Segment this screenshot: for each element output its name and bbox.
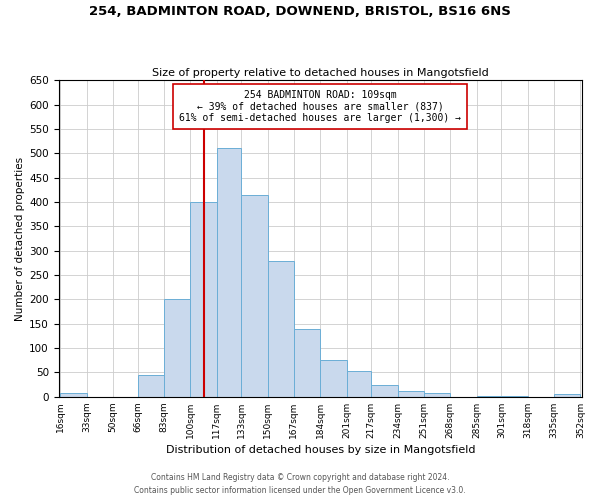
Bar bbox=[294, 328, 320, 397]
Bar bbox=[424, 393, 450, 397]
Bar bbox=[476, 396, 502, 397]
Bar bbox=[217, 148, 241, 397]
Bar bbox=[241, 194, 268, 397]
Bar bbox=[268, 262, 294, 397]
Bar bbox=[137, 375, 164, 397]
Bar bbox=[554, 394, 580, 397]
Bar bbox=[164, 300, 190, 397]
X-axis label: Distribution of detached houses by size in Mangotsfield: Distribution of detached houses by size … bbox=[166, 445, 475, 455]
Bar bbox=[398, 391, 424, 397]
Y-axis label: Number of detached properties: Number of detached properties bbox=[15, 156, 25, 320]
Text: Contains HM Land Registry data © Crown copyright and database right 2024.
Contai: Contains HM Land Registry data © Crown c… bbox=[134, 474, 466, 495]
Title: Size of property relative to detached houses in Mangotsfield: Size of property relative to detached ho… bbox=[152, 68, 488, 78]
Bar bbox=[347, 372, 371, 397]
Bar bbox=[320, 360, 347, 397]
Text: 254 BADMINTON ROAD: 109sqm
← 39% of detached houses are smaller (837)
61% of sem: 254 BADMINTON ROAD: 109sqm ← 39% of deta… bbox=[179, 90, 461, 123]
Text: 254, BADMINTON ROAD, DOWNEND, BRISTOL, BS16 6NS: 254, BADMINTON ROAD, DOWNEND, BRISTOL, B… bbox=[89, 5, 511, 18]
Bar bbox=[60, 393, 86, 397]
Bar bbox=[190, 202, 217, 397]
Bar bbox=[371, 384, 398, 397]
